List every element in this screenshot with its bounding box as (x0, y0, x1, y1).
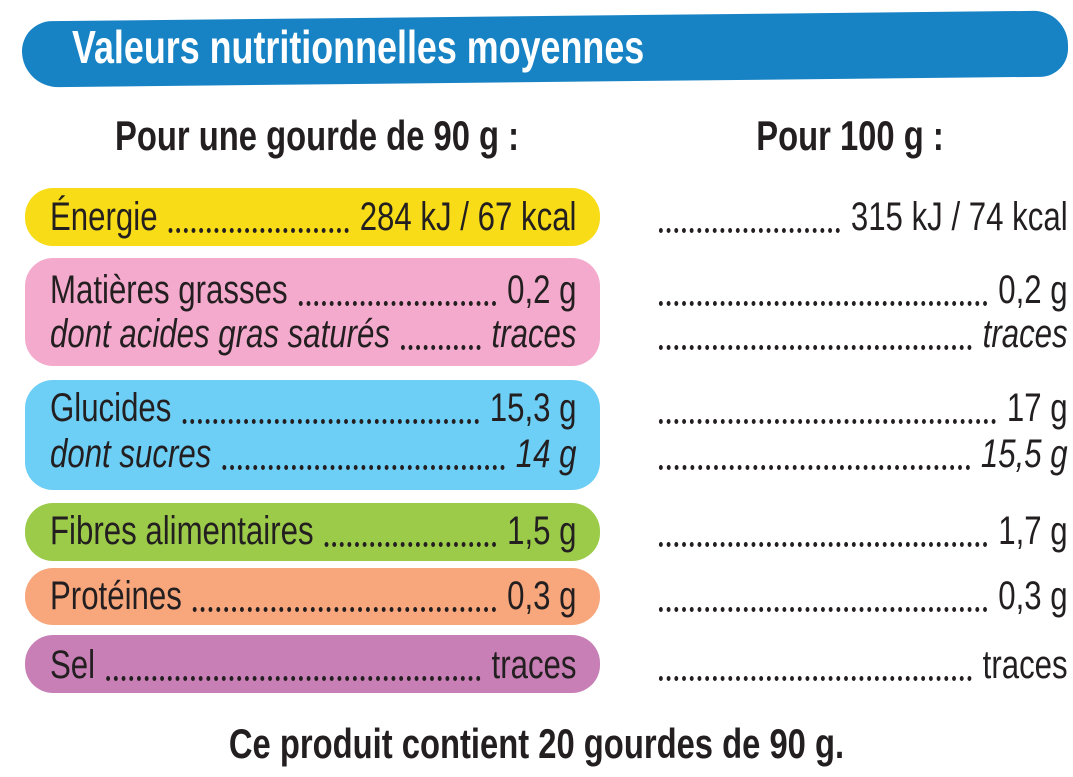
leader-dots (658, 418, 996, 424)
row-value: traces (982, 643, 1068, 687)
row-highlight (25, 635, 600, 693)
row: Glucides 15,3 g (50, 386, 577, 432)
row: traces (648, 643, 1068, 689)
row-value: 14 g (515, 432, 577, 476)
row: 0,3 g (648, 574, 1068, 620)
row-value: 0,2 g (998, 268, 1068, 312)
row: 315 kJ / 74 kcal (648, 195, 1068, 241)
row: 17 g (648, 386, 1068, 432)
row-label: Sel (50, 643, 96, 687)
row: 0,2 g (648, 268, 1068, 314)
row-value: 315 kJ / 74 kcal (850, 195, 1068, 239)
row-highlight (25, 380, 600, 490)
leader-dots (298, 300, 497, 306)
title: Valeurs nutritionnelles moyennes (72, 21, 645, 73)
row-value: traces (982, 312, 1068, 356)
row-label: dont acides gras saturés (50, 312, 390, 356)
row-label: Énergie (50, 195, 158, 239)
row-value: 0,3 g (998, 574, 1068, 618)
leader-dots (658, 675, 972, 681)
footer: Ce produit contient 20 gourdes de 90 g. (228, 720, 845, 767)
leader-dots (658, 344, 972, 350)
row-highlight (25, 503, 600, 561)
row-value: 284 kJ / 67 kcal (359, 195, 577, 239)
leader-dots (400, 344, 481, 350)
row-value: 0,2 g (507, 268, 577, 312)
leader-dots (658, 606, 988, 612)
row: Énergie 284 kJ / 67 kcal (50, 195, 577, 241)
sub-row: traces (648, 312, 1068, 358)
leader-dots (658, 227, 840, 233)
leader-dots (658, 464, 970, 470)
leader-dots (192, 606, 497, 612)
row: 1,7 g (648, 509, 1068, 555)
leader-dots (658, 300, 988, 306)
row-value: 15,5 g (980, 432, 1068, 476)
row: Sel traces (50, 643, 577, 689)
row-value: 0,3 g (507, 574, 577, 618)
row-value: 1,7 g (998, 509, 1068, 553)
sub-row: 15,5 g (648, 432, 1068, 478)
sub-row: dont sucres 14 g (50, 432, 577, 478)
sub-row: dont acides gras saturés traces (50, 312, 577, 358)
row-label: Glucides (50, 386, 172, 430)
row-value: traces (491, 312, 577, 356)
leader-dots (658, 541, 988, 547)
leader-dots (324, 541, 497, 547)
row-value: traces (491, 643, 577, 687)
row: Matières grasses 0,2 g (50, 268, 577, 314)
row-label: Matières grasses (50, 268, 288, 312)
leader-dots (106, 675, 481, 681)
row-highlight (25, 258, 600, 366)
row-highlight (25, 568, 600, 625)
row: Fibres alimentaires 1,5 g (50, 509, 577, 555)
row-label: Fibres alimentaires (50, 509, 314, 553)
row-value: 17 g (1006, 386, 1068, 430)
leader-dots (182, 418, 479, 424)
row-value: 15,3 g (489, 386, 577, 430)
column-header: Pour 100 g : (756, 112, 944, 159)
row-value: 1,5 g (507, 509, 577, 553)
leader-dots (168, 227, 349, 233)
row-label: Protéines (50, 574, 182, 618)
row-highlight (25, 188, 600, 246)
row: Protéines 0,3 g (50, 574, 577, 620)
column-header: Pour une gourde de 90 g : (115, 112, 520, 159)
row-label: dont sucres (50, 432, 212, 476)
leader-dots (222, 464, 505, 470)
